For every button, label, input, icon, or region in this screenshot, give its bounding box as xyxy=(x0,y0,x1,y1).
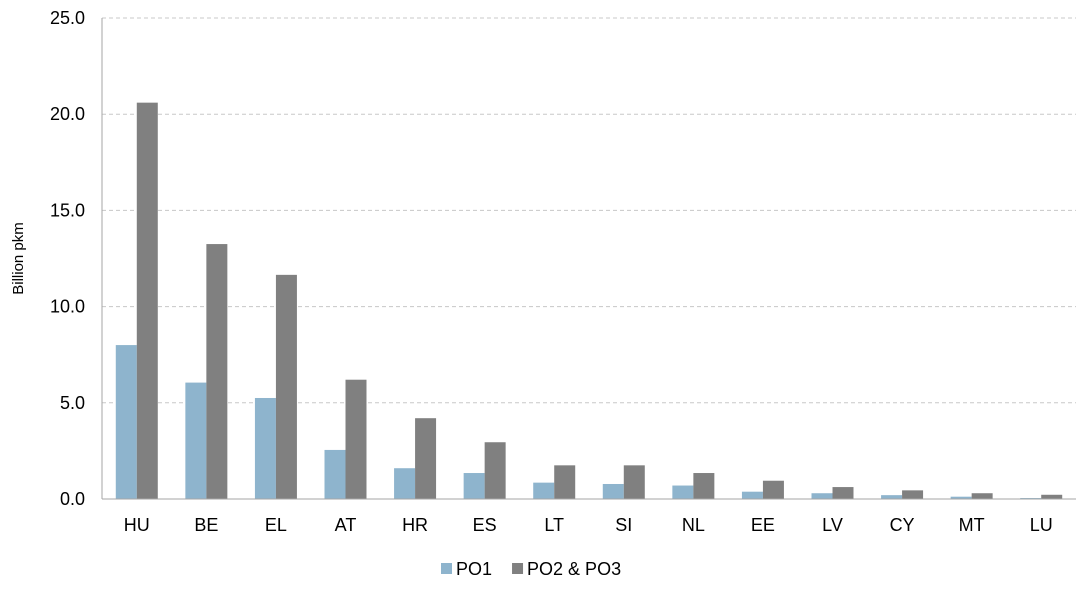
y-tick-label: 15.0 xyxy=(50,200,85,220)
bar-po1-lv xyxy=(811,493,833,499)
y-tick-label: 20.0 xyxy=(50,104,85,124)
x-tick-labels: HU BE EL AT HR ES LT SI NL EE LV CY MT LU xyxy=(124,515,1053,535)
x-tick-label: CY xyxy=(890,515,915,535)
bar-po2-po3-mt xyxy=(971,493,993,499)
bar-po2-po3-el xyxy=(275,274,297,499)
bar-po2-po3-lv xyxy=(832,487,854,499)
bar-po2-po3-es xyxy=(484,442,506,499)
x-tick-label: SI xyxy=(615,515,632,535)
bar-po1-el xyxy=(254,397,276,499)
legend-label: PO2 & PO3 xyxy=(527,559,621,579)
y-tick-label: 0.0 xyxy=(60,489,85,509)
x-tick-label: EE xyxy=(751,515,775,535)
bar-po2-po3-hu xyxy=(136,102,158,499)
bar-po1-hr xyxy=(394,468,416,499)
x-tick-label: HU xyxy=(124,515,150,535)
x-tick-label: NL xyxy=(682,515,705,535)
bar-po1-es xyxy=(463,473,485,499)
legend-swatch xyxy=(512,563,524,574)
bar-po1-si xyxy=(602,483,624,499)
bar-po2-po3-at xyxy=(345,379,367,499)
y-tick-label: 25.0 xyxy=(50,8,85,28)
y-axis-title: Billion pkm xyxy=(10,222,27,295)
grid-lines xyxy=(102,17,1076,404)
bar-po1-at xyxy=(324,449,346,499)
bar-po1-mt xyxy=(950,496,972,499)
x-tick-label: ES xyxy=(473,515,497,535)
legend-swatch xyxy=(441,563,452,574)
x-tick-label: MT xyxy=(959,515,985,535)
x-tick-label: BE xyxy=(194,515,218,535)
bar-po1-ee xyxy=(741,491,763,499)
legend-label: PO1 xyxy=(456,559,492,579)
bar-po2-po3-nl xyxy=(693,473,715,499)
x-tick-label: LT xyxy=(544,515,564,535)
bar-po1-be xyxy=(185,382,207,499)
y-tick-label: 10.0 xyxy=(50,297,85,317)
bar-po1-nl xyxy=(672,485,694,499)
y-tick-label: 5.0 xyxy=(60,393,85,413)
bar-po2-po3-be xyxy=(206,244,228,499)
x-tick-label: LV xyxy=(822,515,843,535)
x-tick-label: HR xyxy=(402,515,428,535)
bar-po2-po3-hr xyxy=(415,418,437,499)
x-tick-label: EL xyxy=(265,515,287,535)
bar-po2-po3-si xyxy=(623,465,645,499)
x-tick-label: LU xyxy=(1030,515,1053,535)
bar-po2-po3-lt xyxy=(554,465,576,499)
bar-po1-lt xyxy=(533,482,555,499)
y-tick-labels: 0.0 5.0 10.0 15.0 20.0 25.0 xyxy=(50,8,85,509)
legend: PO1 PO2 & PO3 xyxy=(441,559,621,579)
bar-po1-hu xyxy=(115,345,137,499)
bar-po2-po3-ee xyxy=(762,480,784,499)
bar-po2-po3-lu xyxy=(1041,494,1063,499)
bars xyxy=(115,102,1063,499)
x-tick-label: AT xyxy=(335,515,357,535)
bar-po1-cy xyxy=(881,495,903,499)
bar-po2-po3-cy xyxy=(902,490,924,499)
